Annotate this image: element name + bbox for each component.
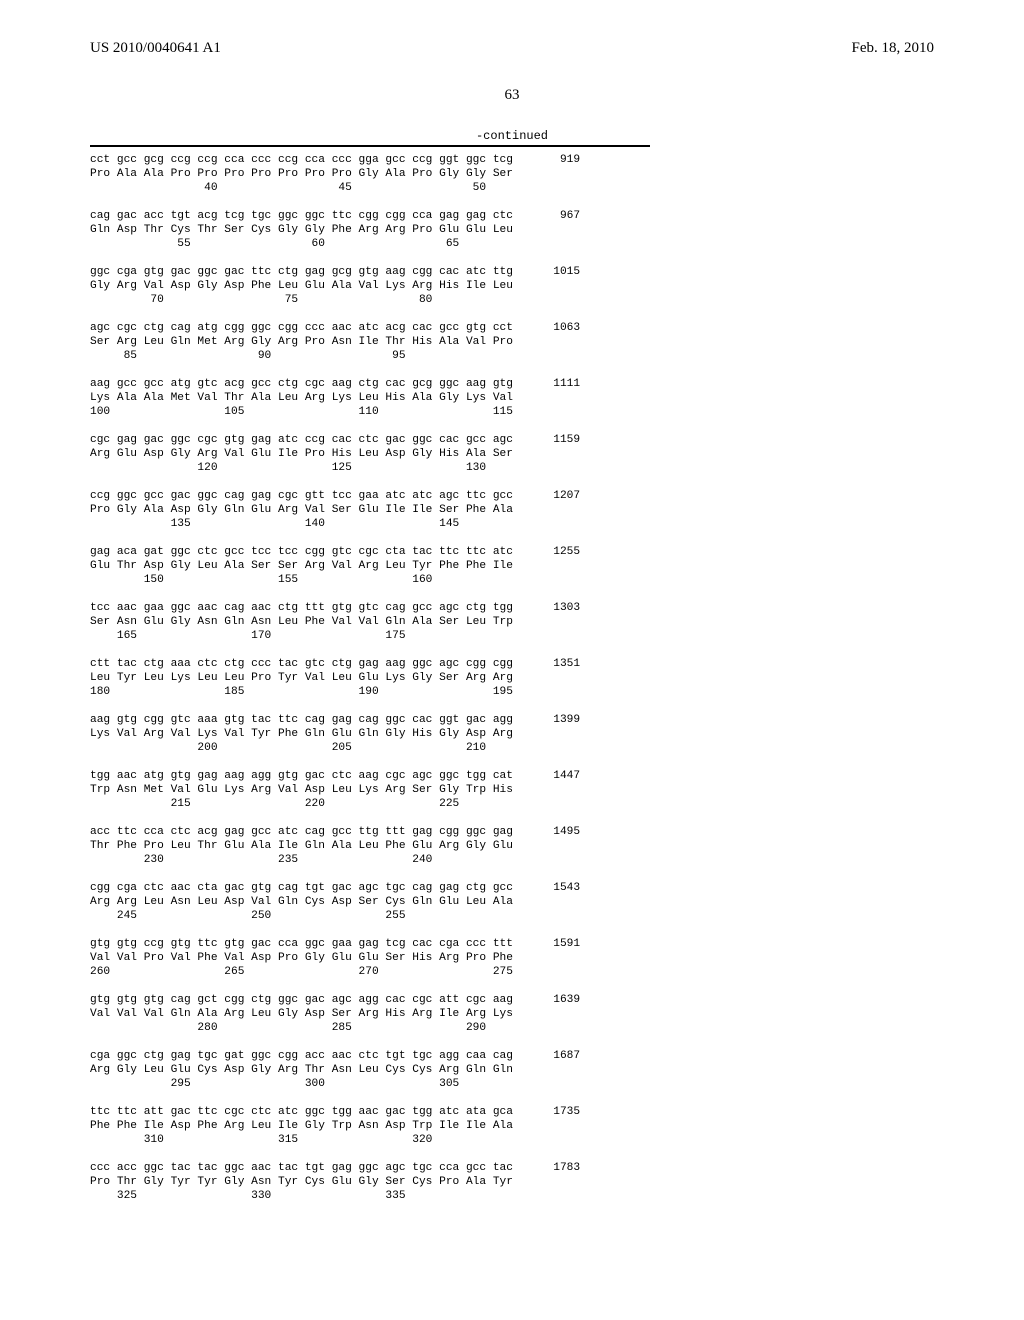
page-header: US 2010/0040641 A1 Feb. 18, 2010 (90, 40, 934, 57)
sequence-block: cct gcc gcg ccg ccg cca ccc ccg cca ccc … (90, 153, 934, 1203)
header-left: US 2010/0040641 A1 (90, 40, 221, 57)
page-number: 63 (90, 87, 934, 104)
divider (90, 145, 650, 147)
continued-label: -continued (90, 129, 934, 143)
header-right: Feb. 18, 2010 (852, 40, 935, 57)
page: US 2010/0040641 A1 Feb. 18, 2010 63 -con… (0, 0, 1024, 1320)
